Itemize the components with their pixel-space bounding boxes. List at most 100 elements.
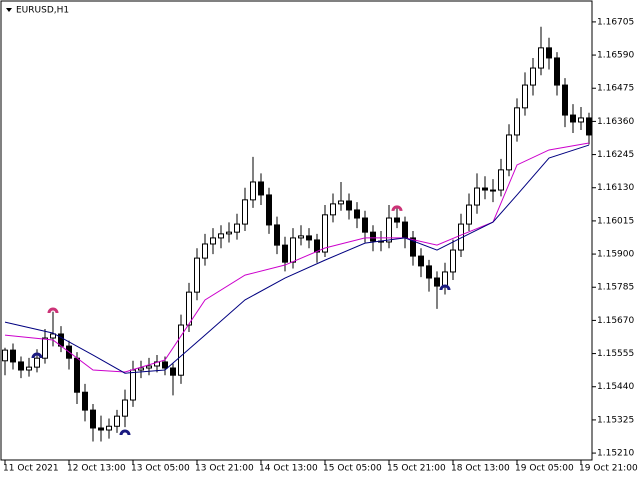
candle-body: [162, 361, 168, 369]
x-tick-label: 19 Oct 05:00: [515, 464, 574, 474]
x-tick-label: 15 Oct 05:00: [323, 464, 382, 474]
x-tick-label: 12 Oct 13:00: [67, 464, 126, 474]
y-tick-label: 1.15210: [597, 449, 634, 459]
signal-arrow: [47, 307, 59, 314]
y-tick-label: 1.15900: [597, 250, 634, 260]
candle-body: [186, 291, 192, 326]
moving-average: [4, 144, 590, 374]
menu-triangle[interactable]: [6, 8, 12, 12]
candle-body: [90, 409, 96, 429]
x-tick-label: 15 Oct 21:00: [387, 464, 446, 474]
candle-body: [514, 107, 520, 136]
candle-body: [506, 134, 512, 171]
candle-body: [474, 187, 480, 206]
candle-body: [10, 349, 16, 363]
candle-body: [346, 200, 352, 211]
candle-body: [442, 271, 448, 287]
y-tick-label: 1.15555: [597, 349, 634, 359]
x-tick-label: 11 Oct 2021: [3, 464, 59, 474]
candle-body: [114, 415, 120, 427]
candle-body: [322, 214, 328, 253]
x-tick-label: 19 Oct 21:00: [579, 464, 638, 474]
y-tick-label: 1.16475: [597, 84, 634, 94]
candle-body: [450, 249, 456, 273]
candle-body: [570, 114, 576, 123]
candle-body: [282, 244, 288, 263]
y-tick-label: 1.16245: [597, 150, 634, 160]
candle-body: [466, 204, 472, 225]
candle-body: [138, 367, 144, 371]
candle-body: [482, 187, 488, 191]
candle-body: [130, 369, 136, 401]
y-tick-label: 1.16015: [597, 216, 634, 226]
y-tick-label: 1.16705: [597, 17, 634, 27]
candle-body: [362, 217, 368, 233]
y-tick-label: 1.15670: [597, 316, 634, 326]
y-tick-label: 1.16130: [597, 183, 634, 193]
y-tick-label: 1.16360: [597, 117, 634, 127]
candle-body: [226, 231, 232, 235]
candle-body: [410, 237, 416, 257]
moving-average: [4, 142, 590, 373]
candle-body: [354, 209, 360, 219]
candle-body: [538, 47, 544, 69]
candle-body: [242, 199, 248, 225]
candle-body: [266, 194, 272, 226]
candle-body: [562, 84, 568, 116]
candle-body: [146, 365, 152, 369]
signal-arrow: [31, 352, 43, 359]
candle-body: [306, 235, 312, 241]
y-tick-label: 1.16590: [597, 51, 634, 61]
candle-body: [330, 203, 336, 216]
y-tick-label: 1.15440: [597, 382, 634, 392]
candle-body: [522, 84, 528, 109]
plot-frame: [0, 0, 593, 461]
candle-body: [98, 427, 104, 431]
candle-body: [170, 367, 176, 376]
candle-body: [178, 324, 184, 376]
candle-body: [338, 200, 344, 205]
candle-body: [554, 57, 560, 86]
candle-body: [386, 217, 392, 243]
candle-body: [426, 265, 432, 279]
candle-body: [314, 239, 320, 253]
candle-body: [250, 181, 256, 201]
candle-body: [418, 255, 424, 267]
candle-body: [202, 243, 208, 259]
candle-body: [74, 357, 80, 393]
candle-body: [26, 366, 32, 371]
candle-body: [50, 333, 56, 339]
x-tick-label: 14 Oct 13:00: [259, 464, 318, 474]
candle-body: [434, 277, 440, 287]
candle-body: [218, 233, 224, 239]
chart-title: EURUSD,H1: [16, 6, 69, 16]
candle-body: [42, 337, 48, 359]
candle-body: [394, 217, 400, 223]
x-tick-label: 18 Oct 13:00: [451, 464, 510, 474]
candle-body: [290, 237, 296, 263]
candle-body: [498, 169, 504, 191]
candle-body: [530, 67, 536, 86]
candle-body: [82, 391, 88, 411]
y-tick-label: 1.15785: [597, 283, 634, 293]
candle-body: [210, 237, 216, 245]
y-tick-label: 1.15325: [597, 415, 634, 425]
signal-arrow: [391, 205, 403, 212]
candle-body: [370, 231, 376, 242]
candle-body: [578, 117, 584, 123]
candle-body: [402, 221, 408, 239]
signal-arrow: [119, 429, 131, 436]
candle-body: [194, 257, 200, 293]
candle-body: [234, 223, 240, 233]
candle-body: [106, 425, 112, 431]
candle-body: [2, 349, 8, 362]
candle-body: [274, 224, 280, 246]
candle-body: [490, 189, 496, 192]
candle-body: [34, 357, 40, 368]
candle-body: [298, 235, 304, 239]
candle-body: [258, 181, 264, 196]
candle-body: [586, 117, 592, 136]
candle-body: [18, 361, 24, 371]
x-tick-label: 13 Oct 05:00: [131, 464, 190, 474]
